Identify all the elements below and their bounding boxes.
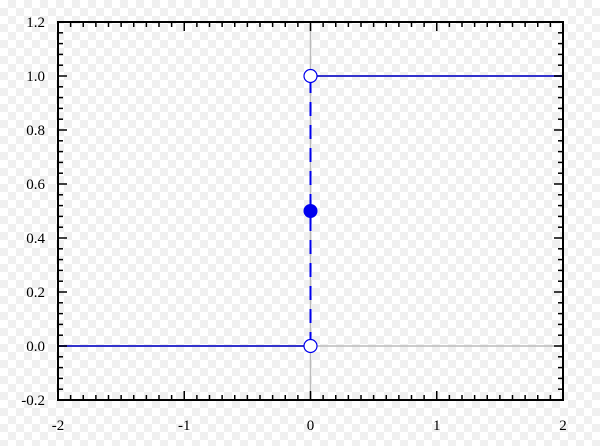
x-tick-label: 0 xyxy=(307,418,315,434)
y-tick-label: 0.4 xyxy=(26,231,45,247)
step-curve xyxy=(58,75,563,347)
filled-circle-marker xyxy=(303,204,318,218)
y-tick-label: 1.2 xyxy=(26,15,45,31)
point-markers xyxy=(303,68,318,354)
open-circle-marker xyxy=(303,338,318,354)
x-tick-label: -2 xyxy=(52,418,65,434)
x-tick-label: 1 xyxy=(433,418,441,434)
y-tick-label: 0.2 xyxy=(26,285,45,301)
open-circle-marker xyxy=(303,68,318,84)
y-axis-tick-labels: -0.2 0.0 0.2 0.4 0.6 0.8 1.0 1.2 xyxy=(21,15,45,409)
y-tick-label: -0.2 xyxy=(21,393,45,409)
x-tick-label: 2 xyxy=(559,418,567,434)
x-axis-tick-labels: -2 -1 0 1 2 xyxy=(52,418,567,434)
y-tick-label: 1.0 xyxy=(26,69,45,85)
x-tick-label: -1 xyxy=(178,418,191,434)
axis-ticks xyxy=(57,21,564,401)
y-tick-label: 0.6 xyxy=(26,177,45,193)
y-tick-label: 0.8 xyxy=(26,123,45,139)
y-tick-label: 0.0 xyxy=(26,339,45,355)
